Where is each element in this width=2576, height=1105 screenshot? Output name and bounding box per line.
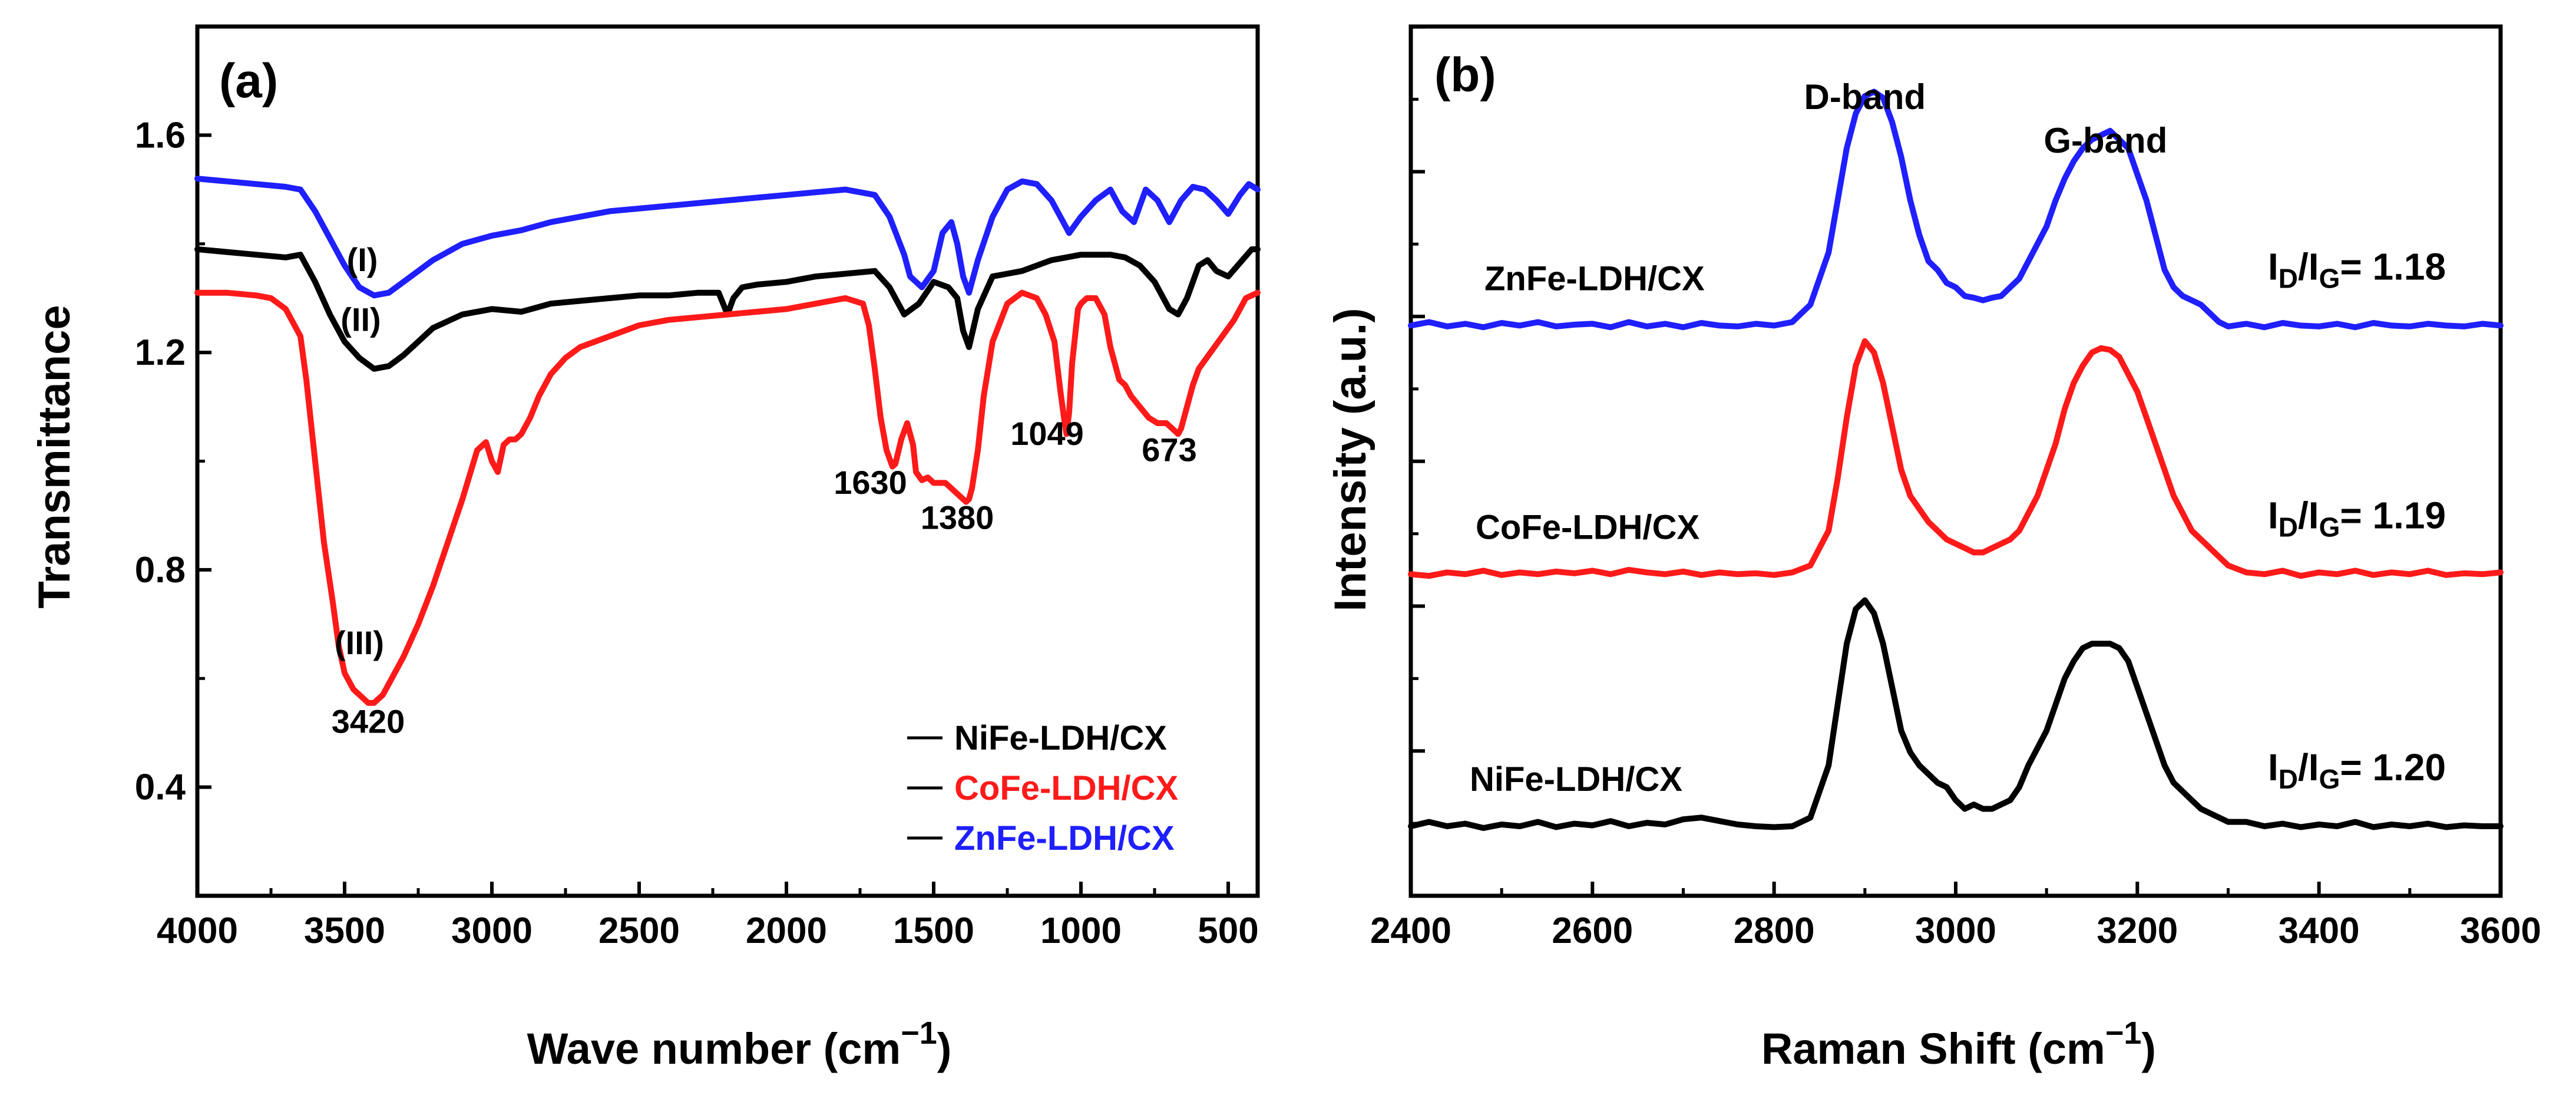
panel-b-xlabel-sup: −1 xyxy=(2105,1015,2142,1051)
x-tick-label: 500 xyxy=(1198,911,1258,951)
panel-b-series xyxy=(1408,88,2504,831)
panel-b-label: (b) xyxy=(1434,48,1496,102)
ratio-i-d: I xyxy=(2268,245,2279,288)
intensity-ratio-label: ID/IG= 1.19 xyxy=(2268,494,2446,542)
panel-a: 4000 3500 3000 2500 2000 1500 1000 500 0.4 0.8 1.2… xyxy=(29,24,1261,1073)
band-label: D-band xyxy=(1804,77,1926,117)
annotation-label: 1049 xyxy=(1010,415,1084,452)
panel-a-legend: NiFe-LDH/CX CoFe-LDH/CX ZnFe-LDH/CX xyxy=(907,719,1179,857)
ratio-value: = 1.20 xyxy=(2340,746,2446,789)
raman-line-znfe xyxy=(1408,88,2504,331)
panel-a-xlabel-sup: −1 xyxy=(901,1015,937,1051)
intensity-ratio-label: ID/IG= 1.20 xyxy=(2268,746,2446,794)
x-tick-label: 3000 xyxy=(1915,911,1996,951)
x-tick-label: 4000 xyxy=(157,911,238,951)
legend-label: NiFe-LDH/CX xyxy=(954,719,1167,757)
annotation-label: (III) xyxy=(335,624,384,661)
x-tick-label: 2500 xyxy=(598,911,680,951)
panel-a-frame xyxy=(195,24,1260,898)
panel-a-xlabel-main: Wave number (cm xyxy=(527,1024,901,1073)
series-line-cofe xyxy=(194,289,1261,706)
y-tick-label: 0.4 xyxy=(135,767,186,808)
ratio-sub-d: D xyxy=(2279,263,2298,293)
ratio-slash-i-g: /I xyxy=(2298,245,2319,288)
y-tick-label: 0.8 xyxy=(135,550,186,591)
ratio-sub-d: D xyxy=(2279,512,2298,542)
ratio-value: = 1.18 xyxy=(2340,245,2446,288)
x-tick-label: 3200 xyxy=(2096,911,2178,951)
annotation-label: (I) xyxy=(347,241,378,278)
ratio-slash-i-g: /I xyxy=(2298,494,2319,536)
panel-a-label: (a) xyxy=(219,54,278,108)
annotation-label: 3420 xyxy=(332,702,405,740)
sample-label: NiFe-LDH/CX xyxy=(1470,760,1682,799)
panel-a-xlabel: Wave number (cm−1) xyxy=(527,1015,952,1073)
x-tick-label: 3600 xyxy=(2460,911,2541,951)
x-tick-label: 2600 xyxy=(1552,911,1633,951)
panel-a-ticks: 4000 3500 3000 2500 2000 1500 1000 500 0.4 0.8 1.2… xyxy=(135,25,1259,951)
sample-label: CoFe-LDH/CX xyxy=(1476,508,1700,546)
x-tick-label: 1500 xyxy=(893,911,974,951)
panel-a-annotations: (I) (II) (III) 3420 1630 1380 1049 673 xyxy=(332,241,1197,740)
legend-label: CoFe-LDH/CX xyxy=(954,769,1179,807)
x-tick-label: 1000 xyxy=(1040,911,1122,951)
legend-label: ZnFe-LDH/CX xyxy=(954,819,1175,857)
x-tick-label: 2400 xyxy=(1370,911,1451,951)
annotation-label: (II) xyxy=(340,301,381,338)
ratio-sub-g: G xyxy=(2319,764,2340,794)
ratio-i-d: I xyxy=(2268,494,2279,536)
y-tick-label: 1.6 xyxy=(135,115,186,156)
sample-label: ZnFe-LDH/CX xyxy=(1484,259,1705,298)
annotation-label: 1380 xyxy=(921,499,994,536)
raman-line-nife xyxy=(1408,597,2504,831)
series-line-nife xyxy=(194,246,1261,372)
annotation-label: 673 xyxy=(1142,431,1196,469)
ratio-sub-g: G xyxy=(2319,263,2340,293)
x-tick-label: 3500 xyxy=(304,911,385,951)
series-line-znfe xyxy=(194,176,1261,299)
panel-b-xlabel-end: ) xyxy=(2141,1024,2156,1073)
band-label: G-band xyxy=(2043,121,2167,160)
panel-b-ticks: 2400 2600 2800 3000 3200 3400 3600 xyxy=(1370,25,2541,951)
x-tick-label: 2000 xyxy=(746,911,827,951)
panel-b-ylabel: Intensity (a.u.) xyxy=(1325,308,1375,611)
raman-line-cofe xyxy=(1408,338,2504,579)
x-tick-label: 2800 xyxy=(1734,911,1815,951)
ratio-slash-i-g: /I xyxy=(2298,746,2319,789)
x-tick-label: 3000 xyxy=(451,911,533,951)
ratio-sub-d: D xyxy=(2279,764,2298,794)
panel-b-xlabel-main: Raman Shift (cm xyxy=(1761,1024,2105,1073)
annotation-label: 1630 xyxy=(834,464,907,501)
ratio-sub-g: G xyxy=(2319,512,2340,542)
panel-b-xlabel: Raman Shift (cm−1) xyxy=(1761,1015,2156,1073)
panel-a-ylabel: Transmittance xyxy=(29,305,80,608)
intensity-ratio-label: ID/IG= 1.18 xyxy=(2268,245,2446,293)
x-tick-label: 3400 xyxy=(2279,911,2360,951)
panel-a-xlabel-end: ) xyxy=(937,1024,952,1073)
panel-a-series xyxy=(194,176,1261,706)
ratio-value: = 1.19 xyxy=(2340,494,2446,536)
y-tick-label: 1.2 xyxy=(135,332,186,373)
ratio-i-d: I xyxy=(2268,746,2279,789)
panel-b: 2400 2600 2800 3000 3200 3400 3600 ZnFe-LDH/CX… xyxy=(1325,24,2541,1073)
